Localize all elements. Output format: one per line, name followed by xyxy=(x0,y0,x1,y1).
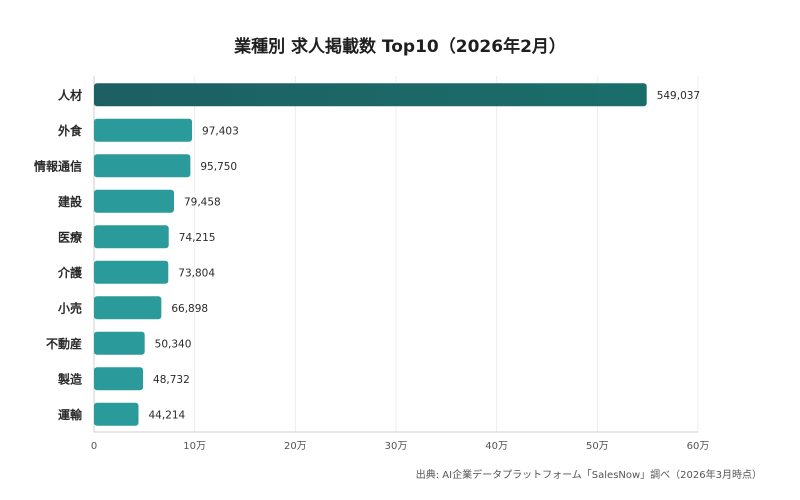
category-label: 人材 xyxy=(58,87,82,102)
category-label: 医療 xyxy=(58,229,82,244)
x-tick-label: 50万 xyxy=(586,441,609,452)
bar xyxy=(94,367,144,391)
x-tick-label: 60万 xyxy=(687,441,710,452)
bar xyxy=(94,260,169,284)
category-label: 運輸 xyxy=(58,407,83,422)
value-label: 95,750 xyxy=(200,161,237,173)
labels: 0 10万 20万 30万 40万 50万 60万 人材 549,037 外食 97,403 情報通信… xyxy=(34,87,709,452)
category-label: 不動産 xyxy=(46,336,82,351)
bar xyxy=(94,189,174,213)
category-label: 建設 xyxy=(57,194,83,209)
value-label: 50,340 xyxy=(155,338,192,350)
value-label: 66,898 xyxy=(171,303,208,315)
category-label: 小売 xyxy=(58,300,82,315)
category-label: 介護 xyxy=(57,265,83,280)
bars xyxy=(94,83,647,426)
bar xyxy=(94,118,193,142)
category-label: 製造 xyxy=(57,371,83,386)
chart-title: 業種別 求人掲載数 Top10（2026年2月） xyxy=(234,37,566,57)
x-tick-label: 20万 xyxy=(284,441,307,452)
x-tick-label: 10万 xyxy=(183,441,206,452)
value-label: 44,214 xyxy=(149,409,186,421)
value-label: 97,403 xyxy=(202,125,239,137)
bar xyxy=(94,154,191,178)
x-tick-label: 30万 xyxy=(385,441,408,452)
bar xyxy=(94,296,162,320)
value-label: 48,732 xyxy=(153,374,190,386)
x-tick-label: 0 xyxy=(91,441,97,452)
bar xyxy=(94,83,647,107)
value-label: 549,037 xyxy=(657,90,700,102)
value-label: 73,804 xyxy=(178,267,215,279)
x-tick-label: 40万 xyxy=(485,441,508,452)
bar xyxy=(94,331,145,355)
value-label: 79,458 xyxy=(184,196,221,208)
bar xyxy=(94,402,139,426)
value-label: 74,215 xyxy=(179,232,216,244)
category-label: 情報通信 xyxy=(34,158,82,173)
bar xyxy=(94,225,169,249)
source-note: 出典: AI企業データプラットフォーム「SalesNow」調べ（2026年3月時… xyxy=(415,470,762,481)
category-label: 外食 xyxy=(58,123,83,138)
